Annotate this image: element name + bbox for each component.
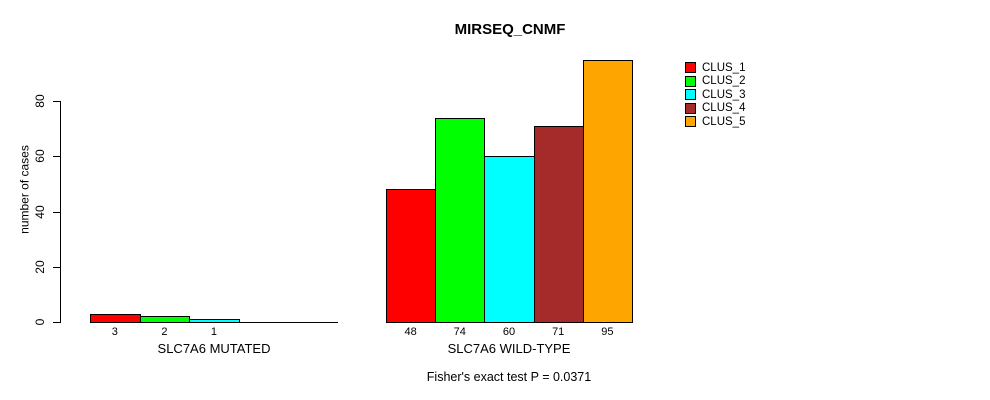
y-tick-label: 60 [33, 149, 47, 163]
group-label: SLC7A6 MUTATED [157, 341, 271, 356]
bar-clus_5-wildtype [582, 59, 633, 323]
bar-value-label: 3 [111, 326, 118, 338]
bar-clus_3-wildtype [484, 156, 535, 323]
y-tick [53, 156, 60, 158]
legend-item: CLUS_5 [685, 115, 745, 129]
legend-swatch [685, 75, 696, 87]
legend-item: CLUS_4 [685, 102, 745, 116]
y-tick-label: 0 [33, 318, 47, 326]
legend-swatch [685, 102, 696, 114]
legend: CLUS_1 CLUS_2 CLUS_3 CLUS_4 CLUS_5 [685, 61, 745, 129]
y-tick-label: 80 [33, 94, 47, 108]
bar-value-label: 1 [210, 326, 218, 338]
legend-item: CLUS_1 [685, 61, 745, 75]
bar-clus_2-wildtype [435, 117, 486, 323]
bar-clus_4-wildtype [533, 125, 584, 323]
y-tick [53, 322, 60, 323]
bar-value-label: 2 [161, 326, 168, 338]
legend-swatch [685, 89, 696, 101]
legend-label: CLUS_2 [702, 75, 746, 88]
y-tick [53, 211, 60, 213]
y-axis-line [60, 101, 61, 323]
bar-clus_2-mutated [139, 316, 191, 323]
group-label: SLC7A6 WILD-TYPE [447, 341, 571, 356]
fisher-test-annotation: Fisher's exact test P = 0.0371 [426, 370, 592, 384]
legend-label: CLUS_4 [702, 102, 746, 115]
bar-clus_1-mutated [90, 313, 141, 323]
y-tick-label: 40 [33, 204, 47, 219]
y-tick-label: 20 [33, 260, 47, 274]
legend-item: CLUS_3 [685, 88, 745, 102]
chart-title: MIRSEQ_CNMF [454, 21, 566, 38]
legend-swatch [685, 116, 696, 128]
bar-value-label: 74 [453, 326, 466, 338]
bar-clus_3-mutated [189, 319, 240, 323]
legend-item: CLUS_2 [685, 75, 745, 89]
bar-value-label: 95 [601, 326, 614, 338]
bar-value-label: 48 [404, 326, 417, 338]
y-axis-label: number of cases [17, 145, 32, 234]
legend-label: CLUS_5 [702, 115, 746, 128]
legend-label: CLUS_1 [702, 61, 746, 74]
y-tick [53, 101, 60, 102]
bar-clus_1-wildtype [386, 189, 437, 323]
bar-value-label: 71 [552, 326, 565, 338]
bar-value-label: 60 [502, 326, 516, 338]
y-tick [53, 266, 60, 268]
legend-swatch [685, 62, 696, 74]
legend-label: CLUS_3 [702, 88, 746, 101]
